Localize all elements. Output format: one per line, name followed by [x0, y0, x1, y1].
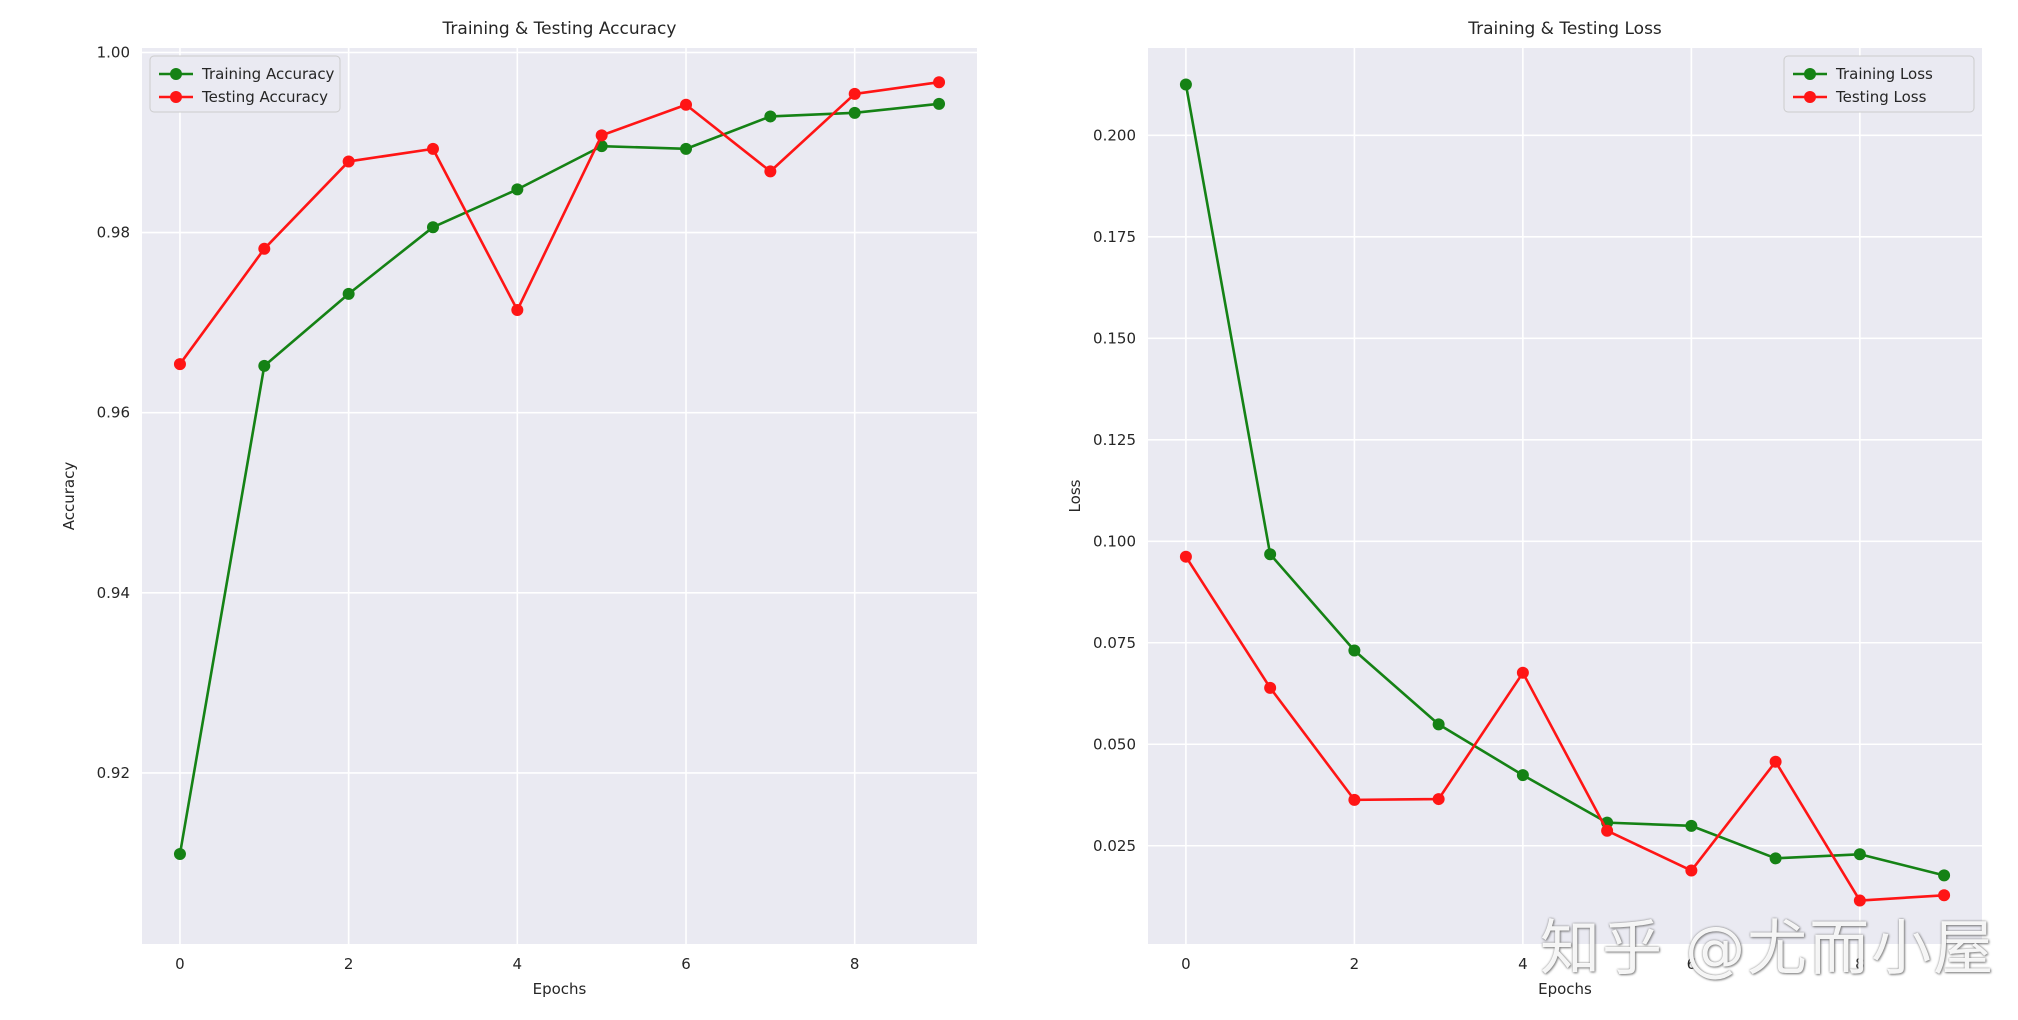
- legend-label: Testing Loss: [1835, 88, 1927, 106]
- y-tick-label: 0.125: [1093, 431, 1136, 449]
- y-tick-label: 0.025: [1093, 837, 1136, 855]
- legend-marker: [170, 91, 182, 103]
- data-point: [933, 97, 946, 110]
- legend-label: Testing Accuracy: [201, 88, 328, 106]
- x-tick-label: 2: [344, 955, 354, 973]
- data-point: [1264, 681, 1277, 694]
- legend-marker: [1804, 68, 1816, 80]
- legend-box: [1783, 55, 1975, 113]
- y-tick-label: 1.00: [97, 44, 130, 62]
- series-line-2: [178, 80, 940, 365]
- data-point: [1516, 666, 1529, 679]
- data-point: [258, 242, 271, 255]
- data-point: [1685, 819, 1698, 832]
- data-point: [1179, 78, 1192, 91]
- watermark: 知乎 @尤而小屋: [1540, 914, 1996, 984]
- data-point: [1769, 755, 1782, 768]
- data-point: [342, 155, 355, 168]
- y-tick-label: 0.175: [1093, 228, 1136, 246]
- x-tick-label: 4: [513, 955, 523, 973]
- legend-box: [149, 55, 341, 113]
- data-point: [1938, 869, 1951, 882]
- data-point: [1264, 548, 1277, 561]
- y-tick-label: 0.92: [97, 764, 130, 782]
- y-tick-label: 0.150: [1093, 329, 1136, 347]
- data-point: [1348, 644, 1361, 657]
- data-point: [511, 304, 524, 317]
- chart-title: Training & Testing Loss: [1467, 19, 1662, 39]
- y-tick-label: 0.200: [1093, 126, 1136, 144]
- x-tick-label: 6: [681, 955, 691, 973]
- data-point: [595, 129, 608, 142]
- y-tick-label: 0.050: [1093, 735, 1136, 753]
- data-point: [848, 106, 861, 119]
- legend-label: Training Accuracy: [201, 65, 335, 83]
- y-axis-label: Accuracy: [60, 462, 78, 531]
- data-point: [1685, 864, 1698, 877]
- legend: Training Accuracy Testing Accuracy: [149, 55, 341, 113]
- legend-label: Training Loss: [1835, 65, 1933, 83]
- x-axis-label: Epochs: [1538, 980, 1592, 998]
- data-point: [1179, 550, 1192, 563]
- data-point: [258, 359, 271, 372]
- data-point: [933, 76, 946, 89]
- data-point: [1853, 894, 1866, 907]
- data-point: [1601, 824, 1614, 837]
- legend: Training Loss Testing Loss: [1783, 55, 1975, 113]
- x-tick-label: 0: [175, 955, 185, 973]
- y-axis-label: Loss: [1066, 479, 1084, 512]
- data-point: [680, 142, 693, 155]
- data-point: [173, 847, 186, 860]
- x-tick-label: 8: [850, 955, 860, 973]
- data-point: [1516, 769, 1529, 782]
- plot-area: [142, 48, 977, 944]
- x-tick-label: 6: [1687, 955, 1697, 973]
- series-line-2: [1184, 555, 1945, 902]
- y-tick-label: 0.075: [1093, 634, 1136, 652]
- legend-marker: [170, 68, 182, 80]
- x-tick-label: 0: [1181, 955, 1191, 973]
- plot-area: [1148, 48, 1982, 944]
- chart-2: 0 2 4 6 8 0.025 0.050 0.075 0.100 0.125 0.150 0.175…: [1066, 19, 1982, 998]
- data-point: [173, 358, 186, 371]
- x-axis-label: Epochs: [533, 980, 587, 998]
- data-point: [764, 165, 777, 178]
- data-point: [426, 142, 439, 155]
- y-tick-label: 0.100: [1093, 532, 1136, 550]
- x-tick-label: 4: [1518, 955, 1528, 973]
- data-point: [1432, 718, 1445, 731]
- data-point: [342, 287, 355, 300]
- chart-title: Training & Testing Accuracy: [442, 19, 677, 39]
- y-tick-label: 0.94: [97, 584, 130, 602]
- chart-1: 0 2 4 6 8 0.92 0.94 0.96 0.98 1.00 Training & Test…: [60, 19, 977, 998]
- data-point: [511, 183, 524, 196]
- data-point: [680, 98, 693, 111]
- y-tick-label: 0.96: [97, 404, 130, 422]
- data-point: [1769, 852, 1782, 865]
- y-tick-label: 0.98: [97, 224, 130, 242]
- legend-marker: [1804, 91, 1816, 103]
- data-point: [1348, 793, 1361, 806]
- series-line-1: [1184, 84, 1945, 877]
- data-point: [426, 221, 439, 234]
- data-point: [1432, 793, 1445, 806]
- x-tick-label: 2: [1350, 955, 1360, 973]
- data-point: [1853, 848, 1866, 861]
- x-tick-label: 8: [1855, 955, 1865, 973]
- data-point: [848, 87, 861, 100]
- series-line-1: [178, 102, 940, 855]
- data-point: [764, 110, 777, 123]
- data-point: [1938, 889, 1951, 902]
